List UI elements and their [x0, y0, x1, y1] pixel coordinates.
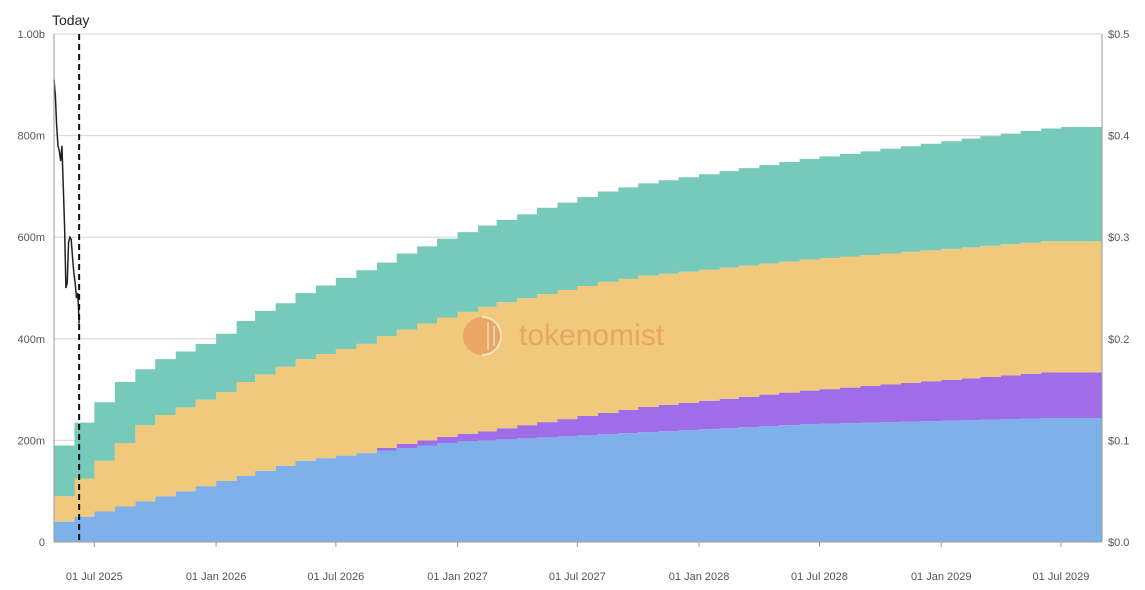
y-left-tick-label: 200m [17, 435, 45, 447]
y-right-tick-label: $0.5 [1108, 29, 1129, 41]
today-label: Today [52, 12, 89, 28]
x-tick-label: 01 Jul 2028 [791, 571, 848, 583]
y-right-tick-label: $0.2 [1108, 334, 1129, 346]
today-marker: Today [52, 12, 89, 542]
y-left-tick-label: 600m [17, 232, 45, 244]
stacked-area-4 [54, 126, 1102, 497]
x-tick-label: 01 Jan 2029 [911, 571, 972, 583]
stacked-area-1 [54, 418, 1102, 542]
x-tick-label: 01 Jul 2027 [549, 571, 606, 583]
stacked-area-layer [54, 126, 1102, 542]
tokenomist-logo-icon [463, 316, 502, 356]
y-right-tick-label: $0.3 [1108, 232, 1129, 244]
x-tick-label: 01 Jul 2026 [307, 571, 364, 583]
x-tick-label: 01 Jan 2026 [186, 571, 247, 583]
y-left-tick-label: 1.00b [17, 29, 45, 41]
x-tick-label: 01 Jan 2028 [669, 571, 730, 583]
stacked-area-2 [54, 372, 1102, 522]
x-tick-label: 01 Jul 2029 [1033, 571, 1090, 583]
y-right-tick-label: $0.4 [1108, 131, 1129, 143]
y-right-tick-label: $0.1 [1108, 435, 1129, 447]
y-left-tick-label: 400m [17, 334, 45, 346]
price-line-layer [53, 79, 80, 324]
price-line [53, 79, 80, 324]
watermark-text: tokenomist [519, 319, 665, 352]
x-tick-label: 01 Jan 2027 [427, 571, 488, 583]
y-left-tick-label: 800m [17, 131, 45, 143]
axis-layer: 0 200m 400m 600m 800m 1.00b $0.0 $0.1 $0.2 $0.3 $0… [17, 29, 1129, 583]
stacked-area-3 [54, 241, 1102, 522]
watermark: tokenomist [463, 316, 665, 356]
y-left-tick-label: 0 [39, 537, 45, 549]
x-tick-label: 01 Jul 2025 [66, 571, 123, 583]
y-right-tick-label: $0.0 [1108, 537, 1129, 549]
